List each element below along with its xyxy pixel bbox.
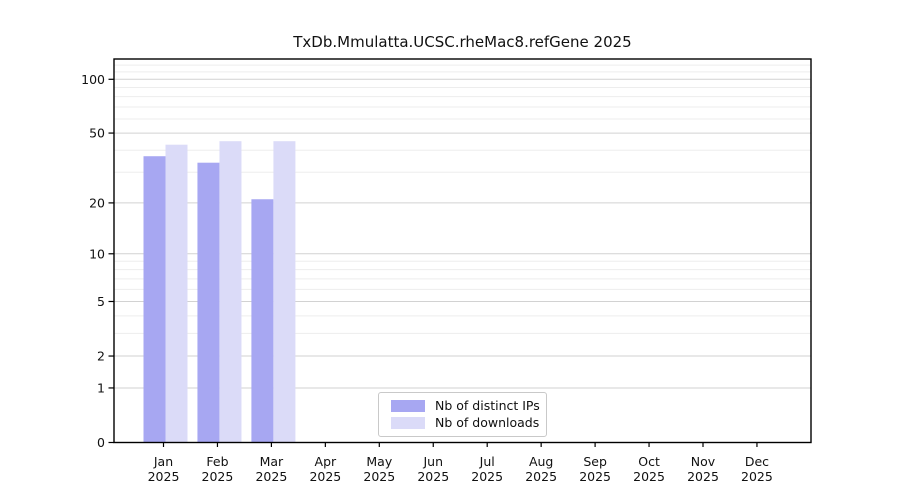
x-tick-label-month-mar: Mar [260,454,284,469]
bar-nb-of-downloads-feb [219,141,242,443]
x-tick-label-year-nov: 2025 [687,469,719,484]
x-tick-label-month-nov: Nov [691,454,716,469]
x-tick-label-month-apr: Apr [315,454,337,469]
legend-label-distinct-ips: Nb of distinct IPs [435,397,540,413]
bar-nb-of-downloads-mar [273,141,296,443]
bar-nb-of-distinct-ips-mar [251,199,274,443]
x-tick-label-year-apr: 2025 [309,469,341,484]
x-tick-label-year-jun: 2025 [417,469,449,484]
legend-swatch-downloads [391,417,425,430]
plot-border [113,58,812,444]
x-tick-label-month-may: May [366,454,392,469]
chart-title: TxDb.Mmulatta.UCSC.rheMac8.refGene 2025 [293,33,632,51]
x-tick-label-month-aug: Aug [529,454,553,469]
x-tick-label-year-aug: 2025 [525,469,557,484]
legend-item-downloads: Nb of downloads [391,415,546,430]
legend-label-downloads: Nb of downloads [435,415,540,430]
x-tick-label-month-sep: Sep [583,454,607,469]
bar-nb-of-distinct-ips-feb [197,162,220,443]
legend: Nb of distinct IPs Nb of downloads [378,392,547,437]
legend-item-distinct-ips: Nb of distinct IPs [391,397,546,413]
x-tick-label-month-dec: Dec [745,454,769,469]
x-tick-label-month-jan: Jan [153,454,173,469]
y-tick-label-5: 5 [97,294,105,309]
x-tick-label-year-oct: 2025 [633,469,665,484]
y-tick-label-1: 1 [97,380,105,395]
x-tick-label-year-dec: 2025 [741,469,773,484]
y-tick-label-20: 20 [89,195,105,210]
bar-nb-of-distinct-ips-jan [143,156,166,443]
x-tick-label-year-jul: 2025 [471,469,503,484]
y-tick-label-0: 0 [97,435,105,450]
x-tick-label-year-may: 2025 [363,469,395,484]
x-tick-label-year-jan: 2025 [148,469,180,484]
bar-nb-of-downloads-jan [165,144,188,443]
x-tick-label-year-feb: 2025 [202,469,234,484]
y-tick-label-10: 10 [89,246,105,261]
y-tick-label-2: 2 [97,349,105,364]
x-tick-label-month-oct: Oct [638,454,660,469]
x-tick-label-month-feb: Feb [206,454,228,469]
y-tick-label-50: 50 [89,126,105,141]
x-tick-label-month-jul: Jul [479,454,495,469]
x-tick-label-month-jun: Jun [422,454,443,469]
x-tick-label-year-sep: 2025 [579,469,611,484]
legend-swatch-distinct-ips [391,399,425,412]
x-tick-label-year-mar: 2025 [255,469,287,484]
y-tick-label-100: 100 [81,72,105,87]
